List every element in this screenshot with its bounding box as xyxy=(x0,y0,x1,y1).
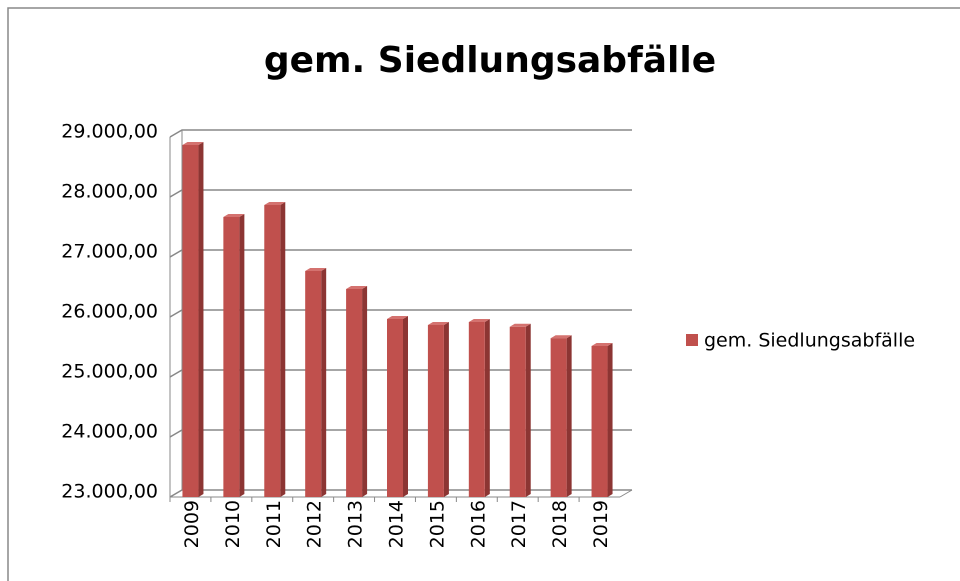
bar xyxy=(387,316,408,497)
bar-side xyxy=(321,268,327,497)
bar-top xyxy=(305,268,327,271)
x-tick-label: 2013 xyxy=(345,500,367,548)
legend-swatch xyxy=(686,334,698,346)
bar-front xyxy=(305,271,322,497)
y-tick-label: 23.000,00 xyxy=(61,481,158,503)
bar-top xyxy=(550,335,572,339)
x-tick-label: 2018 xyxy=(549,500,571,548)
x-tick-label: 2016 xyxy=(467,500,489,548)
x-tick-label: 2012 xyxy=(304,500,326,548)
grid-line xyxy=(169,309,632,318)
x-tick-label: 2015 xyxy=(426,500,448,548)
bar-front xyxy=(427,325,444,497)
y-tick-label: 27.000,00 xyxy=(61,241,158,263)
bar-side xyxy=(280,202,286,497)
x-tick-label: 2009 xyxy=(181,500,203,548)
bar-front xyxy=(591,346,608,497)
grid-line xyxy=(169,249,632,258)
y-tick-label: 29.000,00 xyxy=(61,121,158,143)
x-tick-label: 2014 xyxy=(386,500,408,548)
bar-side xyxy=(607,343,613,497)
bar xyxy=(427,322,449,497)
bar xyxy=(182,142,204,497)
legend-label: gem. Siedlungsabfälle xyxy=(704,330,915,352)
bar-front xyxy=(509,326,526,497)
bar-side xyxy=(403,316,408,497)
bar xyxy=(264,202,286,497)
bar-side xyxy=(484,319,490,497)
bar-top xyxy=(223,214,245,217)
y-tick-label: 28.000,00 xyxy=(61,181,158,203)
bar-side xyxy=(362,286,368,497)
bar-front xyxy=(346,289,363,497)
bar-side xyxy=(239,214,245,497)
bar-front xyxy=(182,145,199,497)
bar-top xyxy=(346,286,368,289)
bar-top xyxy=(427,322,449,325)
x-tick-label: 2017 xyxy=(508,500,530,548)
bar xyxy=(509,323,531,497)
bar-front xyxy=(387,319,403,497)
bar-side xyxy=(525,323,531,497)
y-tick-label: 24.000,00 xyxy=(61,421,158,443)
axis-line xyxy=(619,489,633,498)
grid-line xyxy=(169,129,632,138)
bar-side xyxy=(443,322,449,497)
chart-title: gem. Siedlungsabfälle xyxy=(264,40,716,81)
bar xyxy=(223,214,245,497)
grid-line xyxy=(169,189,632,198)
bar xyxy=(305,268,327,497)
bar-side xyxy=(566,335,572,497)
y-tick-label: 26.000,00 xyxy=(61,301,158,323)
bar-front xyxy=(264,205,281,497)
bar xyxy=(346,286,368,497)
y-tick-label: 25.000,00 xyxy=(61,361,158,383)
bar-side xyxy=(198,142,204,497)
bar-top xyxy=(591,343,613,346)
x-tick-label: 2019 xyxy=(590,500,612,548)
bar-top xyxy=(387,316,408,319)
bar xyxy=(468,319,490,497)
bar-top xyxy=(264,202,286,205)
x-tick-label: 2010 xyxy=(222,500,244,548)
x-tick-label: 2011 xyxy=(263,500,285,548)
bar-top xyxy=(468,319,490,322)
bar-top xyxy=(182,142,204,145)
bar xyxy=(591,343,613,497)
bar-front xyxy=(550,338,567,497)
bar-top xyxy=(509,323,531,327)
bar xyxy=(550,335,572,497)
bar-front xyxy=(468,322,485,497)
bar-front xyxy=(223,217,240,497)
